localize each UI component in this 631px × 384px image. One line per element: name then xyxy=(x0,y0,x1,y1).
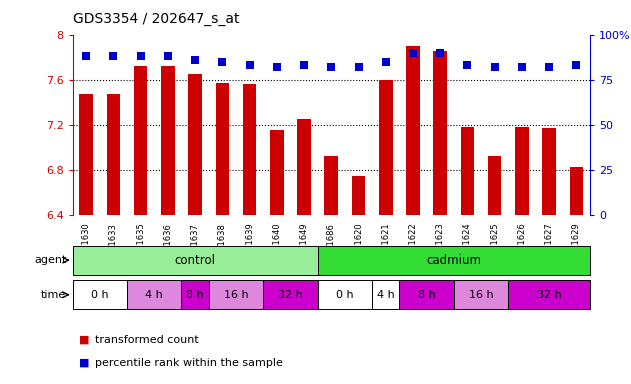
Point xyxy=(81,53,91,59)
Text: 8 h: 8 h xyxy=(418,290,435,300)
Text: time: time xyxy=(41,290,66,300)
Point xyxy=(109,53,119,59)
Text: transformed count: transformed count xyxy=(95,335,198,345)
Bar xyxy=(351,175,365,215)
Point xyxy=(272,64,282,70)
Bar xyxy=(570,167,583,215)
Text: 16 h: 16 h xyxy=(469,290,493,300)
Point xyxy=(299,62,309,68)
Bar xyxy=(243,84,256,215)
Point xyxy=(490,64,500,70)
Bar xyxy=(399,280,454,309)
Text: percentile rank within the sample: percentile rank within the sample xyxy=(95,358,283,368)
Point xyxy=(517,64,527,70)
Bar xyxy=(263,280,317,309)
Text: 4 h: 4 h xyxy=(145,290,163,300)
Point xyxy=(190,57,200,63)
Point xyxy=(217,58,227,65)
Bar xyxy=(317,246,590,275)
Bar xyxy=(216,83,229,215)
Bar xyxy=(73,246,317,275)
Text: ■: ■ xyxy=(79,335,90,345)
Text: 16 h: 16 h xyxy=(223,290,248,300)
Bar xyxy=(509,280,590,309)
Point xyxy=(163,53,173,59)
Text: 32 h: 32 h xyxy=(537,290,562,300)
Point xyxy=(463,62,473,68)
Bar xyxy=(317,280,372,309)
Point xyxy=(544,64,554,70)
Bar xyxy=(134,66,148,215)
Text: 0 h: 0 h xyxy=(336,290,354,300)
Bar xyxy=(379,79,392,215)
Text: 8 h: 8 h xyxy=(186,290,204,300)
Bar xyxy=(127,280,182,309)
Bar xyxy=(297,119,311,215)
Text: 4 h: 4 h xyxy=(377,290,394,300)
Bar xyxy=(182,280,209,309)
Bar xyxy=(324,156,338,215)
Point xyxy=(435,50,445,56)
Point xyxy=(136,53,146,59)
Bar xyxy=(461,127,475,215)
Bar xyxy=(454,280,509,309)
Bar xyxy=(107,94,121,215)
Bar xyxy=(188,74,202,215)
Bar xyxy=(209,280,263,309)
Point xyxy=(408,50,418,56)
Text: cadmium: cadmium xyxy=(427,254,481,266)
Bar xyxy=(515,127,529,215)
Bar xyxy=(542,128,556,215)
Bar xyxy=(406,46,420,215)
Bar xyxy=(372,280,399,309)
Point xyxy=(326,64,336,70)
Bar xyxy=(73,280,127,309)
Text: control: control xyxy=(175,254,216,266)
Point xyxy=(245,62,255,68)
Point xyxy=(380,58,391,65)
Point xyxy=(353,64,363,70)
Text: ■: ■ xyxy=(79,358,90,368)
Text: 0 h: 0 h xyxy=(91,290,109,300)
Bar xyxy=(488,156,502,215)
Text: agent: agent xyxy=(34,255,66,265)
Text: GDS3354 / 202647_s_at: GDS3354 / 202647_s_at xyxy=(73,12,239,25)
Text: 32 h: 32 h xyxy=(278,290,303,300)
Bar xyxy=(270,131,283,215)
Bar xyxy=(433,51,447,215)
Bar xyxy=(80,94,93,215)
Point xyxy=(571,62,581,68)
Bar xyxy=(161,66,175,215)
